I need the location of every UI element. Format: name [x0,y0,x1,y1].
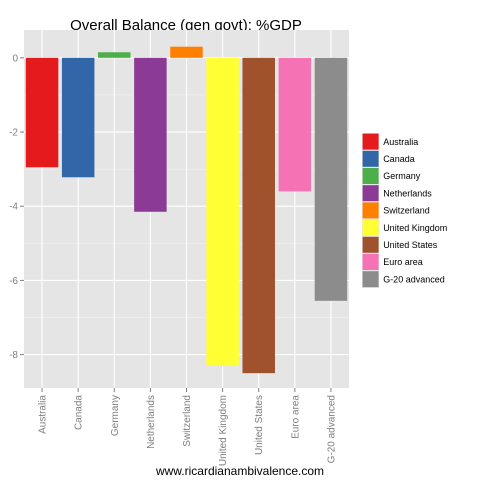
legend-swatch [362,168,379,184]
bar-g-20-advanced [314,57,348,301]
bar-united-kingdom [206,57,239,366]
legend-label: United Kingdom [383,223,447,233]
x-tick-label: Netherlands [146,395,157,449]
bar-canada [61,57,95,178]
legend: Australia Canada Germany Netherlands Switzer… [362,133,447,288]
footer-credit: www.ricardianambivalence.com [155,464,324,478]
y-tick-label: -6 [9,276,18,287]
legend-label: Netherlands [383,188,432,198]
bar-euro-area [278,57,312,192]
x-tick-label: United Kingdom [218,395,229,466]
legend-label: G-20 advanced [383,274,445,284]
y-tick-label: -4 [9,202,18,213]
legend-label: Canada [383,154,415,164]
y-tick-label: -8 [9,350,18,361]
y-tick-label: -2 [9,128,18,139]
bar-germany [98,52,131,58]
y-axis: 0 -2 -4 -6 -8 [9,53,24,361]
x-tick-label: Germany [110,395,121,436]
chart-title: Overall Balance (gen govt): %GDP [70,17,302,34]
legend-label: United States [383,240,438,250]
legend-swatch [362,133,379,150]
legend-swatch [362,219,379,236]
legend-swatch [362,271,379,288]
x-tick-label: Switzerland [182,395,193,447]
bar-switzerland [170,46,203,58]
legend-swatch [362,202,379,219]
legend-label: Euro area [383,257,423,267]
x-axis: Australia Canada Germany Netherlands Switzer… [38,388,337,466]
x-tick-label: G-20 advanced [326,395,337,463]
legend-swatch [362,185,379,202]
x-tick-label: Canada [74,395,85,430]
legend-swatch [362,254,379,270]
legend-label: Australia [383,137,418,147]
x-tick-label: Australia [38,395,49,434]
bar-australia [25,57,59,168]
x-tick-label: United States [254,395,265,455]
legend-label: Germany [383,171,421,181]
legend-label: Switzerland [383,206,430,216]
bar-netherlands [134,57,167,212]
legend-swatch [362,150,379,167]
bars [25,46,348,374]
x-tick-label: Euro area [290,395,301,439]
legend-swatch [362,236,379,253]
bar-united-states [242,57,275,374]
y-tick-label: 0 [12,53,18,64]
